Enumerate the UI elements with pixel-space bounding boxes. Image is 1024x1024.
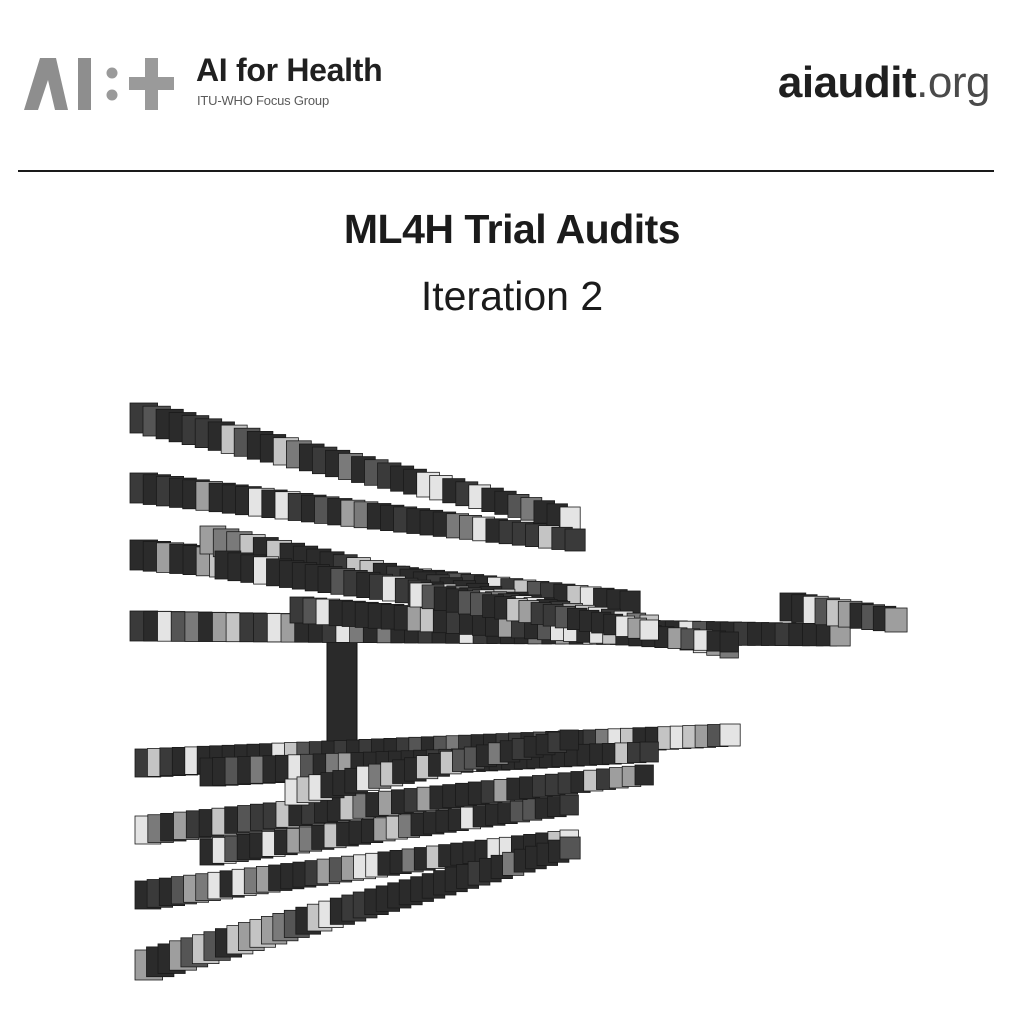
voxel-block [559, 794, 579, 816]
site-name: aiaudit [777, 58, 917, 107]
page-title: ML4H Trial Audits [343, 206, 681, 252]
voxel-block [559, 729, 579, 751]
voxel-tree-graphic-icon [129, 402, 908, 981]
voxel-block [639, 619, 659, 641]
header-divider [18, 170, 994, 172]
voxel-block [619, 590, 641, 614]
site-link[interactable]: aiaudit.org [777, 58, 991, 108]
voxel-block [559, 506, 581, 530]
org-subtitle: ITU-WHO Focus Group [197, 93, 329, 108]
voxel-block [559, 836, 581, 860]
trunk-block [326, 637, 358, 749]
voxel-block [564, 528, 586, 552]
voxel-block [884, 607, 908, 633]
page-subtitle: Iteration 2 [420, 273, 604, 319]
voxel-block [719, 631, 739, 653]
voxel-block [719, 723, 741, 747]
ai-plus-logo-icon [24, 58, 174, 110]
site-tld: .org [916, 58, 990, 107]
org-name: AI for Health [196, 52, 383, 88]
voxel-block [639, 741, 659, 763]
voxel-block [634, 764, 654, 786]
